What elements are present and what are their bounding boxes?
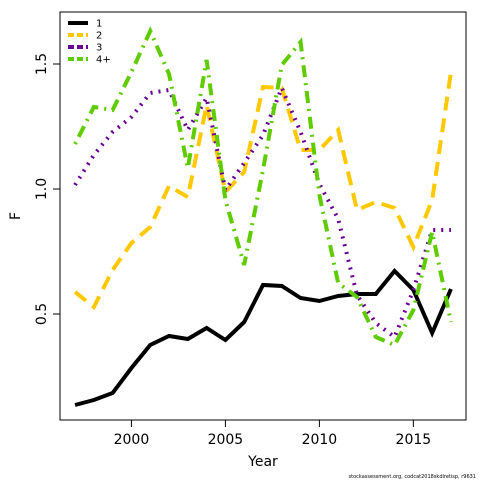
legend-label: 3 xyxy=(96,43,102,54)
x-tick-label: 2015 xyxy=(396,432,432,448)
footnote: stockassessment.org, codcat2018skdiretis… xyxy=(349,474,476,480)
x-axis-label: Year xyxy=(247,454,278,470)
x-tick-label: 2010 xyxy=(302,432,338,448)
legend-label: 1 xyxy=(96,19,102,30)
series-line xyxy=(73,71,453,311)
series-line xyxy=(73,26,453,348)
y-tick-label: 1.0 xyxy=(34,178,50,200)
legend-label: 4+ xyxy=(96,55,111,66)
series-line xyxy=(74,268,453,407)
y-tick-label: 0.5 xyxy=(34,303,50,325)
plot-frame xyxy=(59,11,467,421)
x-tick-label: 2005 xyxy=(208,432,244,448)
legend-label: 2 xyxy=(96,31,102,42)
x-tick-label: 2000 xyxy=(114,432,150,448)
y-axis-label: F xyxy=(8,212,24,220)
y-tick-label: 1.5 xyxy=(34,53,50,75)
